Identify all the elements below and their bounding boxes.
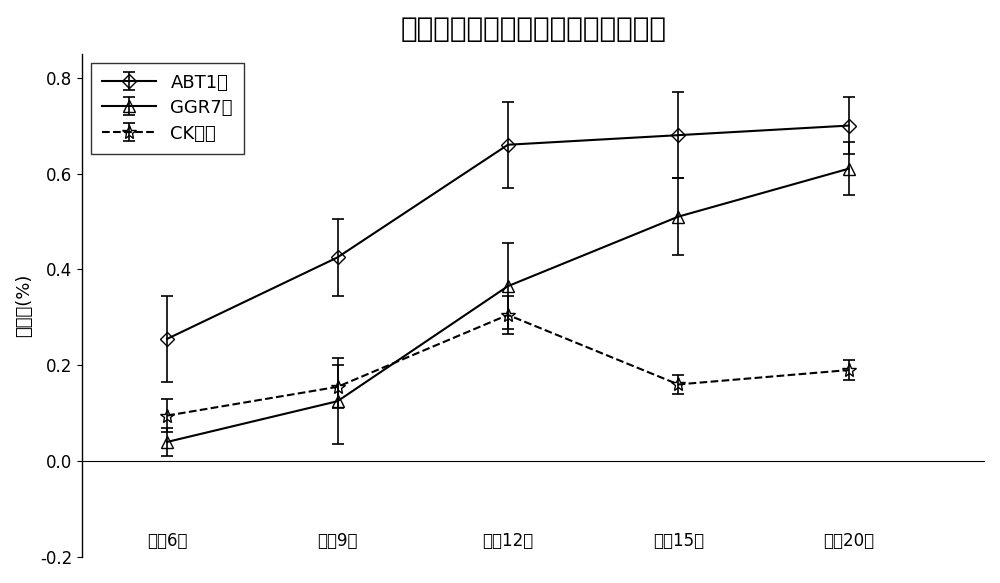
Text: 催根9天: 催根9天 bbox=[317, 532, 358, 550]
Text: 催根15天: 催根15天 bbox=[653, 532, 704, 550]
Legend: ABT1号, GGR7号, CK对照: ABT1号, GGR7号, CK对照 bbox=[91, 63, 244, 153]
Text: 催根12天: 催根12天 bbox=[482, 532, 534, 550]
Y-axis label: 生根率(%): 生根率(%) bbox=[15, 273, 33, 337]
Text: 催根6天: 催根6天 bbox=[147, 532, 187, 550]
Title: 不同生根粉处理沙生柽柳插穗生根率: 不同生根粉处理沙生柽柳插穗生根率 bbox=[400, 15, 666, 43]
Text: 催根20天: 催根20天 bbox=[823, 532, 874, 550]
